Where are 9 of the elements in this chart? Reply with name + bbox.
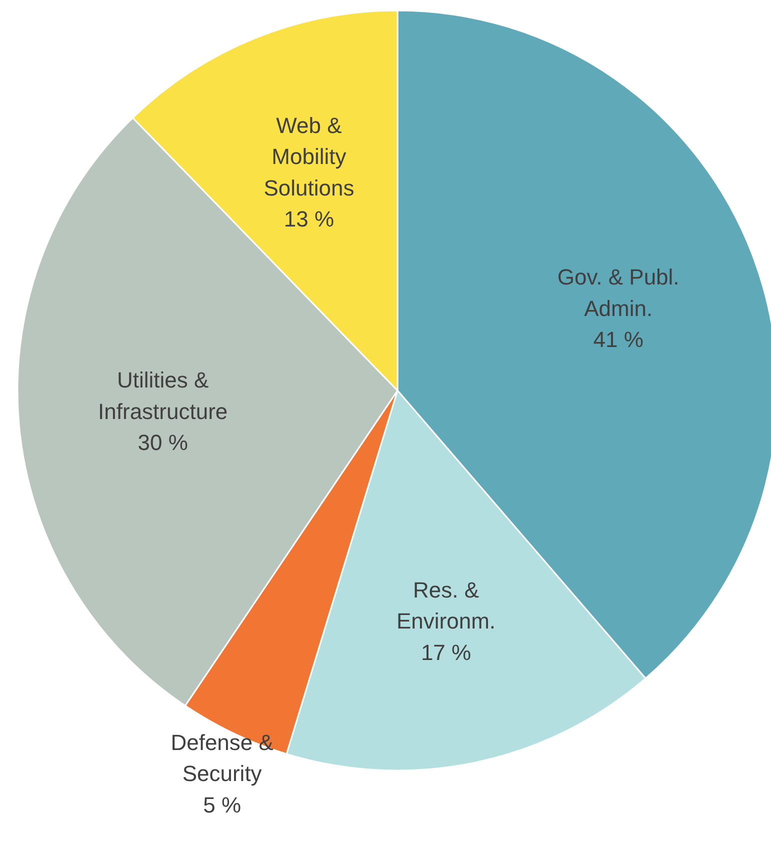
data-label: 17 % <box>420 640 472 665</box>
data-label: 41 % <box>593 327 644 352</box>
slice-label: Utilities & Infrastructure <box>98 368 228 424</box>
data-label: 30 % <box>138 430 188 456</box>
data-label: 13 % <box>284 206 334 232</box>
slice-label: Web & Mobility Solutions <box>264 112 354 200</box>
data-label: 5 % <box>203 792 242 818</box>
slice-label: Res. & Environm. <box>396 577 496 634</box>
slice-label: Gov. & Publ. Admin. <box>557 264 680 321</box>
